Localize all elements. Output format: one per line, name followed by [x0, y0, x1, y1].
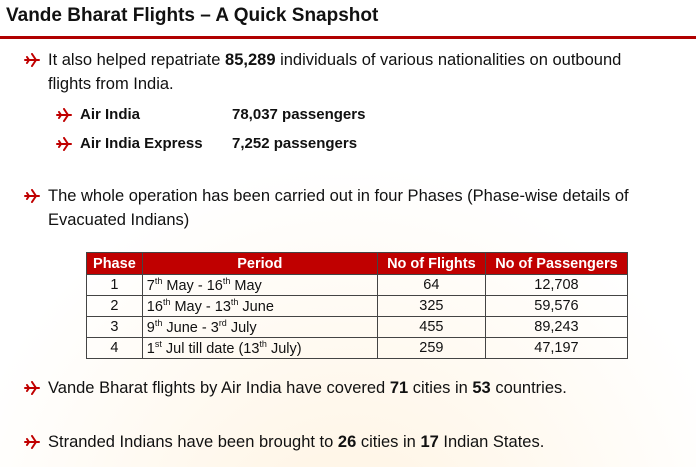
bullet-icon	[24, 381, 40, 395]
title-rule	[0, 36, 696, 39]
cell: 1st Jul till date (13th July)	[141, 337, 378, 359]
cell: 47,197	[484, 337, 629, 359]
airline: Air India	[80, 106, 141, 123]
bullet-icon	[24, 435, 40, 449]
table-row: 2 16th May - 13th June 325 59,576	[86, 295, 629, 317]
superscript: th	[154, 318, 163, 329]
bullet-icon	[56, 108, 72, 122]
cell: 59,576	[484, 295, 629, 317]
cell: 7th May - 16th May	[141, 274, 378, 296]
text: cities in	[408, 379, 473, 397]
cell: 64	[376, 274, 486, 296]
cell: 3	[86, 316, 143, 338]
sub-bullet: Air India Express 7,252 passengers	[56, 134, 357, 154]
bullet: It also helped repatriate 85,289 individ…	[22, 48, 652, 96]
bullet-icon	[56, 137, 72, 151]
sub-bullet: Air India 78,037 passengers	[56, 105, 365, 125]
cell: 1	[86, 274, 143, 296]
text: countries.	[490, 379, 567, 397]
text: July	[226, 319, 257, 336]
bullet-icon	[24, 189, 40, 203]
passengers: 7,252 passengers	[232, 135, 358, 152]
bold-text: 17	[420, 433, 439, 451]
table-row: 4 1st Jul till date (13th July) 259 47,197	[86, 337, 629, 359]
text: May	[230, 277, 262, 294]
cell: 455	[376, 316, 486, 338]
airline: Air India Express	[80, 135, 203, 152]
table-row: 1 7th May - 16th May 64 12,708	[86, 274, 629, 296]
text: May - 13	[170, 298, 231, 315]
column-header: No of Flights	[376, 252, 486, 275]
cell: 16th May - 13th June	[141, 295, 378, 317]
cell: 2	[86, 295, 143, 317]
text: 7	[146, 277, 155, 294]
superscript: rd	[218, 318, 227, 329]
column-header: No of Passengers	[484, 252, 629, 275]
text: It also helped repatriate	[48, 51, 226, 69]
bullet: Stranded Indians have been brought to 26…	[22, 430, 652, 454]
text: cities in	[356, 433, 421, 451]
text: 16	[146, 298, 163, 315]
bold-text: 85,289	[225, 51, 276, 69]
column-header: Period	[141, 252, 378, 275]
text: Stranded Indians have been brought to	[48, 433, 338, 451]
column-header: Phase	[86, 252, 143, 275]
bold-text: 71	[389, 379, 409, 397]
text: Vande Bharat flights by Air India have c…	[48, 379, 390, 397]
text: The whole operation has been carried out…	[48, 187, 629, 229]
cell: 89,243	[484, 316, 629, 338]
cell: 12,708	[484, 274, 629, 296]
slide-title: Vande Bharat Flights – A Quick Snapshot	[6, 5, 379, 26]
cell: 325	[376, 295, 486, 317]
text: July)	[266, 340, 302, 357]
text: June - 3	[162, 319, 219, 336]
cell: 9th June - 3rd July	[141, 316, 378, 338]
text: May - 16	[162, 277, 223, 294]
table-row: 3 9th June - 3rd July 455 89,243	[86, 316, 629, 338]
cell: 4	[86, 337, 143, 359]
text: Jul till date (13	[161, 340, 260, 357]
superscript: th	[222, 276, 231, 287]
bullet-icon	[24, 53, 40, 67]
bold-text: 26	[337, 433, 357, 451]
superscript: th	[230, 297, 239, 308]
superscript: th	[259, 339, 267, 350]
superscript: st	[154, 339, 162, 350]
text: 9	[146, 319, 155, 336]
cell: 259	[376, 337, 486, 359]
bullet: Vande Bharat flights by Air India have c…	[22, 376, 652, 400]
text: individuals of various nationalities on …	[48, 51, 622, 93]
data-table: Phase Period No of Flights No of Passengers…	[86, 252, 629, 359]
text: June	[238, 298, 274, 315]
passengers: 78,037 passengers	[232, 106, 366, 123]
superscript: th	[154, 276, 163, 287]
bullet: The whole operation has been carried out…	[22, 184, 652, 232]
text: 1	[146, 340, 155, 357]
bold-text: 53	[472, 379, 491, 397]
header-row: Phase Period No of Flights No of Passengers	[86, 252, 629, 275]
text: Indian States.	[438, 433, 545, 451]
superscript: th	[162, 297, 171, 308]
